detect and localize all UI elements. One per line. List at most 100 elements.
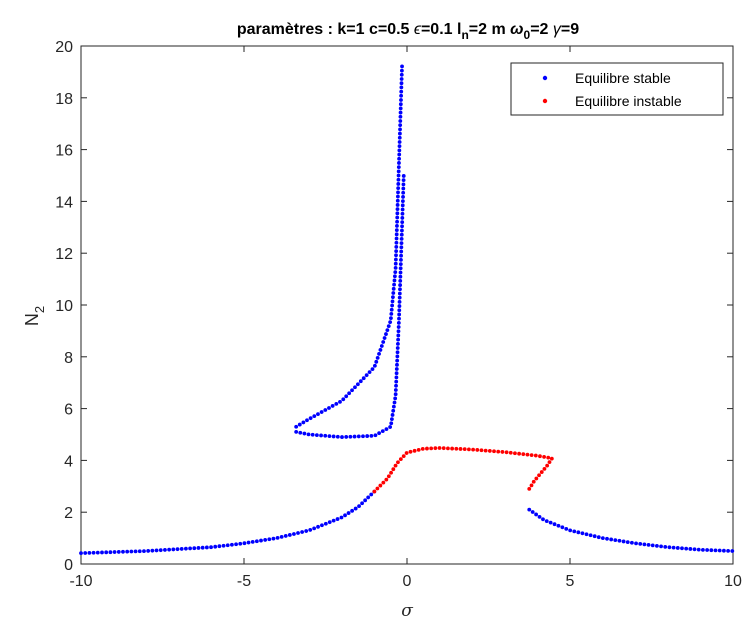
data-point bbox=[544, 519, 549, 523]
data-point bbox=[316, 412, 320, 416]
data-point bbox=[397, 148, 402, 153]
data-point bbox=[395, 362, 399, 367]
x-tick-label: -10 bbox=[69, 573, 92, 590]
data-point bbox=[133, 549, 138, 554]
data-point bbox=[267, 537, 272, 542]
data-point bbox=[386, 474, 391, 479]
data-point bbox=[370, 367, 375, 372]
data-point bbox=[390, 299, 395, 304]
data-point bbox=[167, 547, 172, 552]
data-point bbox=[564, 526, 569, 531]
data-point bbox=[366, 495, 371, 500]
data-point bbox=[401, 178, 406, 183]
data-point bbox=[100, 550, 104, 555]
data-point bbox=[393, 270, 398, 274]
data-point bbox=[384, 427, 389, 431]
data-point bbox=[390, 417, 394, 421]
data-point bbox=[382, 336, 387, 340]
data-point bbox=[576, 530, 581, 535]
data-point bbox=[401, 454, 406, 459]
data-point bbox=[393, 266, 398, 270]
data-point bbox=[361, 376, 366, 381]
data-point bbox=[394, 228, 399, 233]
data-point bbox=[381, 340, 386, 344]
data-point bbox=[398, 266, 403, 271]
data-point bbox=[367, 370, 372, 375]
data-point bbox=[397, 291, 402, 296]
data-point bbox=[399, 98, 403, 102]
data-point bbox=[184, 546, 188, 551]
data-point bbox=[296, 531, 300, 535]
data-point bbox=[399, 93, 403, 98]
data-point bbox=[659, 544, 663, 549]
data-point bbox=[263, 538, 268, 542]
x-axis-label: σ bbox=[401, 601, 413, 621]
title-subscript-0: 0 bbox=[524, 28, 531, 42]
data-point bbox=[392, 282, 396, 287]
data-point bbox=[398, 110, 403, 115]
axis-ticks: -10 -5 0 5 10 0 2 4 6 8 10 12 14 16 18 20 bbox=[55, 39, 742, 590]
data-point bbox=[150, 548, 155, 553]
data-point bbox=[527, 507, 532, 512]
data-point bbox=[87, 550, 92, 555]
data-point bbox=[344, 394, 349, 399]
data-point bbox=[401, 182, 406, 187]
data-point bbox=[391, 408, 396, 413]
data-point bbox=[361, 434, 365, 439]
data-point bbox=[95, 550, 100, 555]
y-tick-label: 2 bbox=[64, 505, 73, 522]
data-point bbox=[397, 295, 402, 300]
data-point bbox=[496, 449, 501, 454]
title-part: =2 m bbox=[469, 21, 510, 38]
data-point bbox=[330, 404, 335, 408]
data-point bbox=[389, 421, 394, 426]
y-tick-label: 18 bbox=[55, 91, 73, 108]
data-point bbox=[412, 448, 417, 453]
data-point bbox=[396, 177, 401, 182]
title-gamma: γ bbox=[553, 21, 562, 38]
data-point bbox=[396, 173, 401, 178]
title-part: =9 bbox=[561, 21, 579, 38]
y-tick-label: 10 bbox=[55, 298, 73, 315]
data-point bbox=[547, 460, 552, 465]
data-point bbox=[200, 545, 205, 550]
data-point bbox=[396, 169, 401, 174]
data-point bbox=[487, 449, 492, 453]
data-point bbox=[377, 431, 381, 436]
data-point bbox=[458, 447, 463, 451]
data-point bbox=[572, 529, 577, 534]
data-point bbox=[713, 548, 718, 553]
data-point bbox=[300, 530, 304, 534]
data-point bbox=[297, 422, 302, 427]
data-point bbox=[396, 337, 401, 342]
data-point bbox=[323, 408, 328, 412]
data-point bbox=[175, 547, 180, 552]
data-point bbox=[527, 486, 532, 491]
data-point bbox=[646, 542, 651, 547]
data-point bbox=[355, 382, 360, 387]
data-point bbox=[347, 391, 352, 396]
legend-marker-unstable bbox=[542, 98, 548, 104]
data-point bbox=[400, 68, 404, 73]
data-point bbox=[530, 510, 535, 514]
data-point bbox=[372, 489, 377, 494]
data-point bbox=[393, 396, 398, 401]
data-point bbox=[395, 358, 400, 363]
data-point bbox=[395, 224, 399, 228]
data-point bbox=[397, 308, 402, 313]
data-point bbox=[534, 476, 539, 481]
data-point bbox=[271, 536, 276, 541]
data-point bbox=[374, 359, 379, 364]
data-point bbox=[397, 156, 401, 161]
data-point bbox=[397, 299, 402, 304]
data-point bbox=[395, 194, 400, 199]
data-point bbox=[372, 363, 377, 368]
data-point bbox=[617, 538, 622, 543]
data-point bbox=[401, 186, 406, 191]
data-point bbox=[397, 152, 402, 157]
data-point bbox=[83, 551, 88, 555]
data-point bbox=[395, 207, 400, 212]
data-point bbox=[398, 457, 403, 462]
data-point bbox=[433, 446, 438, 451]
